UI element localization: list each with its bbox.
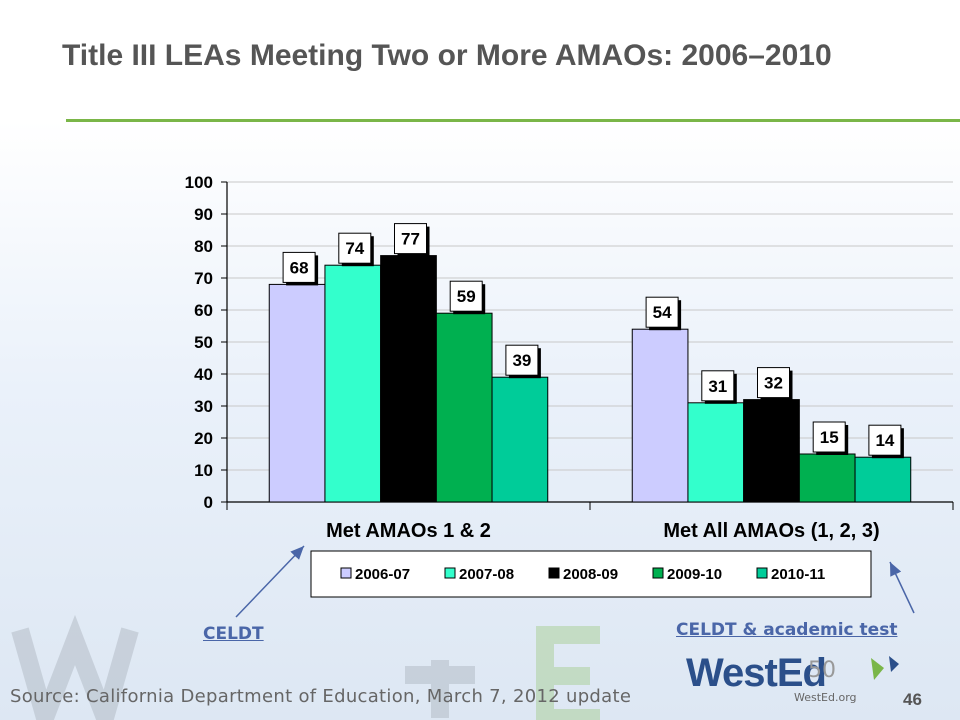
y-tick-label: 50 bbox=[194, 333, 213, 352]
bar-2008-09-1 bbox=[743, 399, 800, 503]
category-label: Met AMAOs 1 & 2 bbox=[326, 520, 491, 542]
data-label: 14 bbox=[875, 431, 894, 450]
data-label-box bbox=[394, 223, 427, 255]
slide-number: 46 bbox=[903, 690, 922, 709]
data-label-box bbox=[812, 421, 846, 453]
legend-swatch bbox=[652, 567, 664, 579]
data-label-box bbox=[449, 280, 483, 312]
bar-2006-07-1 bbox=[631, 328, 689, 503]
data-label: 32 bbox=[764, 374, 783, 393]
data-label: 39 bbox=[512, 351, 531, 370]
y-tick-label: 10 bbox=[194, 461, 213, 480]
data-label: 77 bbox=[401, 230, 420, 249]
bar-2008-09-0 bbox=[380, 255, 437, 503]
data-label: 54 bbox=[653, 303, 672, 322]
y-tick-label: 30 bbox=[194, 397, 213, 416]
data-label: 15 bbox=[820, 428, 839, 447]
bar-2007-08-1 bbox=[687, 402, 745, 503]
wested-logo: WestEd bbox=[686, 651, 899, 695]
legend-label: 2007-08 bbox=[459, 566, 514, 583]
legend-swatch bbox=[444, 567, 456, 579]
page-reference: 50 bbox=[808, 658, 836, 683]
bar-2009-10-0 bbox=[435, 312, 493, 503]
y-tick-label: 80 bbox=[194, 237, 213, 256]
legend-box bbox=[310, 550, 872, 598]
title-divider bbox=[66, 119, 960, 122]
logo-url: WestEd.org bbox=[794, 691, 857, 704]
legend-swatch bbox=[756, 567, 768, 579]
arrow-celdt bbox=[235, 545, 305, 618]
bar-2006-07-0 bbox=[268, 283, 326, 503]
data-label-box bbox=[645, 296, 679, 328]
legend-label: 2010-11 bbox=[771, 566, 825, 583]
bar-2010-11-0 bbox=[491, 376, 549, 503]
data-label: 74 bbox=[345, 239, 364, 258]
y-tick-label: 70 bbox=[194, 269, 213, 288]
y-tick-label: 90 bbox=[194, 205, 213, 224]
legend-label: 2008-09 bbox=[563, 566, 618, 583]
wested-watermark bbox=[11, 614, 600, 720]
data-label-box bbox=[282, 251, 316, 283]
legend-swatch bbox=[340, 567, 352, 579]
arrow-celdt-academic bbox=[889, 561, 915, 614]
annotation-celdt-academic: CELDT & academic test bbox=[676, 620, 898, 640]
slide-title: Title III LEAs Meeting Two or More AMAOs… bbox=[62, 39, 832, 72]
y-tick-label: 40 bbox=[194, 365, 213, 384]
data-label: 31 bbox=[708, 377, 727, 396]
data-label-box bbox=[868, 424, 902, 456]
legend-swatch bbox=[548, 567, 560, 579]
source-note: Source: California Department of Educati… bbox=[10, 686, 632, 707]
data-label: 59 bbox=[457, 287, 476, 306]
y-tick-label: 60 bbox=[194, 301, 213, 320]
y-tick-label: 100 bbox=[185, 173, 213, 192]
data-label-box bbox=[505, 344, 539, 376]
data-label-box bbox=[338, 232, 372, 264]
data-label-box bbox=[757, 367, 790, 399]
legend-label: 2006-07 bbox=[355, 566, 410, 583]
bar-2009-10-1 bbox=[798, 453, 856, 503]
wested-logo-text: WestEd bbox=[686, 651, 826, 695]
data-label-box bbox=[701, 370, 735, 402]
bar-2010-11-1 bbox=[854, 456, 912, 503]
legend-label: 2009-10 bbox=[667, 566, 722, 583]
category-label: Met All AMAOs (1, 2, 3) bbox=[663, 520, 879, 542]
y-tick-label: 0 bbox=[204, 493, 213, 512]
bar-2007-08-0 bbox=[324, 264, 382, 503]
y-tick-label: 20 bbox=[194, 429, 213, 448]
data-label: 68 bbox=[290, 258, 309, 277]
annotation-celdt: CELDT bbox=[203, 624, 264, 644]
